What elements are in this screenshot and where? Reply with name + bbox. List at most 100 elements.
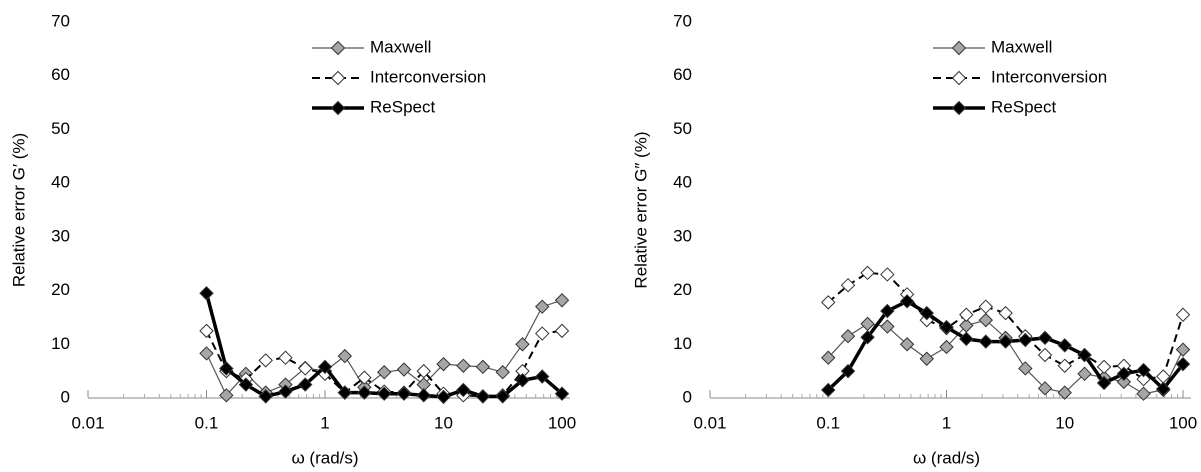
x-tick-label: 0.1 — [195, 413, 219, 432]
marker — [396, 362, 412, 377]
marker — [535, 299, 550, 314]
marker — [258, 389, 273, 404]
marker — [1077, 347, 1092, 363]
marker — [298, 361, 313, 376]
x-tick-label: 1 — [942, 413, 951, 432]
marker — [278, 350, 293, 365]
y-tick-label: 50 — [51, 119, 70, 138]
marker — [456, 358, 471, 373]
marker — [416, 388, 431, 403]
marker — [919, 351, 934, 366]
legend-marker — [951, 100, 967, 116]
marker — [840, 329, 856, 344]
marker — [821, 350, 836, 365]
marker — [899, 294, 915, 309]
marker — [998, 305, 1013, 321]
marker — [880, 319, 895, 334]
marker — [840, 363, 856, 379]
marker — [880, 267, 895, 282]
marker — [475, 359, 491, 375]
y-tick-label: 20 — [673, 280, 692, 299]
marker — [357, 385, 372, 400]
marker — [959, 307, 974, 322]
y-axis-label: Relative error G″ (%) — [631, 131, 650, 288]
marker — [535, 369, 550, 384]
marker — [1175, 356, 1191, 372]
marker — [978, 312, 994, 328]
x-tick-label: 100 — [1169, 413, 1197, 432]
marker — [939, 319, 954, 335]
marker — [278, 384, 293, 399]
marker — [219, 388, 234, 403]
y-tick-label: 30 — [51, 226, 70, 245]
marker — [959, 331, 974, 347]
marker — [436, 356, 451, 372]
marker — [416, 363, 431, 379]
marker — [535, 326, 550, 341]
marker — [1136, 386, 1151, 401]
marker — [880, 303, 895, 319]
marker — [475, 389, 491, 404]
marker — [1057, 338, 1072, 353]
marker — [1116, 374, 1132, 390]
marker — [377, 365, 392, 380]
marker — [1096, 375, 1112, 391]
marker — [1136, 371, 1151, 387]
x-tick-label: 100 — [548, 413, 576, 432]
marker — [860, 330, 875, 345]
marker — [1018, 332, 1033, 348]
marker — [978, 299, 994, 314]
series-line — [205, 299, 563, 397]
marker — [840, 277, 856, 293]
marker — [199, 346, 214, 361]
marker — [899, 337, 915, 352]
y-tick-label: 70 — [673, 11, 692, 30]
marker — [515, 373, 530, 388]
marker — [1136, 362, 1151, 378]
marker — [377, 386, 392, 401]
marker — [939, 339, 954, 355]
marker — [919, 305, 934, 321]
marker — [1175, 307, 1191, 322]
marker — [396, 386, 412, 401]
x-tick-label: 0.01 — [693, 413, 726, 432]
marker — [998, 334, 1013, 349]
x-axis-label: ω (rad/s) — [291, 448, 358, 467]
legend-marker — [330, 40, 346, 56]
y-tick-label: 60 — [51, 65, 70, 84]
marker — [337, 385, 353, 400]
marker — [1156, 381, 1171, 397]
y-tick-label: 0 — [61, 387, 70, 406]
marker — [298, 377, 313, 392]
marker — [821, 382, 836, 398]
y-tick-label: 50 — [673, 119, 692, 138]
x-tick-label: 0.1 — [816, 413, 840, 432]
marker — [554, 293, 570, 308]
legend-marker — [330, 100, 346, 116]
legend-marker — [951, 40, 967, 56]
marker — [554, 386, 570, 401]
marker — [456, 382, 471, 398]
y-tick-label: 60 — [673, 65, 692, 84]
legend-marker — [330, 70, 346, 86]
marker — [258, 353, 273, 368]
marker — [1057, 358, 1072, 373]
chart: 0.01 0.1 1 10 100 0 10 20 30 40 50 60 70 ω (rad/s) Rel… — [9, 11, 576, 467]
y-tick-label: 10 — [51, 334, 70, 353]
chart: 0.01 0.1 1 10 100 0 10 20 30 40 50 60 70 ω (rad/s) Rel… — [631, 11, 1197, 467]
legend-label: ReSpect — [370, 97, 435, 116]
marker — [1077, 366, 1092, 382]
marker — [238, 377, 254, 392]
marker — [436, 389, 451, 405]
marker — [1037, 347, 1053, 363]
marker — [1018, 361, 1033, 376]
y-tick-label: 40 — [673, 173, 692, 192]
marker — [199, 286, 214, 301]
marker — [337, 348, 353, 364]
x-tick-label: 1 — [320, 413, 329, 432]
marker — [1175, 342, 1191, 357]
marker — [860, 265, 875, 281]
marker — [1057, 385, 1072, 400]
marker — [317, 359, 333, 375]
